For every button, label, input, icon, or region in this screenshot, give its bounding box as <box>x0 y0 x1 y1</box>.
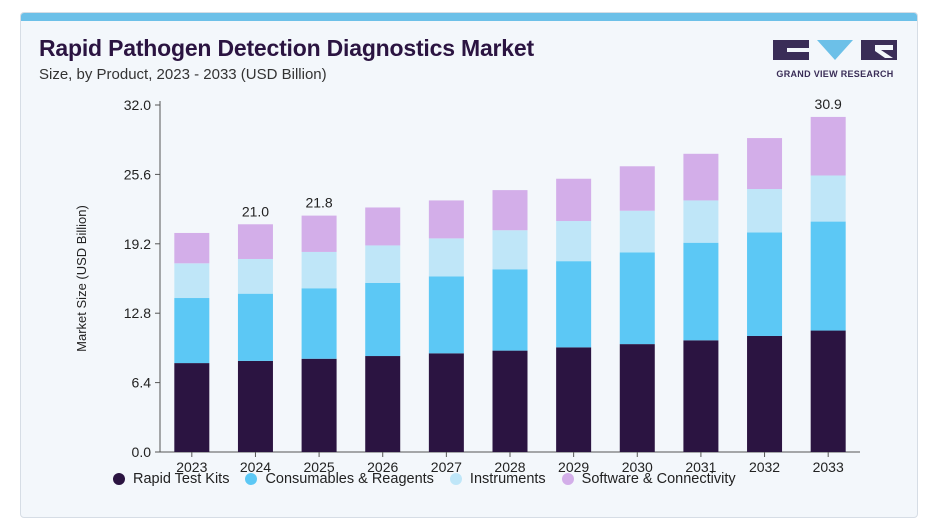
x-tick-label: 2028 <box>494 459 525 475</box>
y-tick-label: 25.6 <box>124 166 151 182</box>
bar-segment <box>301 215 337 252</box>
legend-dot <box>245 473 258 485</box>
x-tick-label: 2026 <box>367 459 398 475</box>
x-tick-label: 2032 <box>749 459 780 475</box>
x-tick-label: 2024 <box>240 459 271 475</box>
bar-segment <box>365 245 401 283</box>
grand-view-research-logo: GRAND VIEW RESEARCH <box>769 37 901 89</box>
chart-subtitle: Size, by Product, 2023 - 2033 (USD Billi… <box>39 66 327 83</box>
legend-label: Rapid Test Kits <box>133 471 230 487</box>
bar-segment <box>365 282 401 357</box>
x-tick-label: 2029 <box>558 459 589 475</box>
bar-segment <box>365 356 401 452</box>
top-accent-bar <box>21 13 917 21</box>
x-tick-label: 2030 <box>622 459 653 475</box>
bar-segment <box>492 350 528 452</box>
legend-dot <box>561 473 574 485</box>
legend-label: Instruments <box>469 471 546 487</box>
legend-item: Software & Connectivity <box>561 471 736 487</box>
bar-segment <box>683 200 719 243</box>
bar-segment <box>619 166 655 211</box>
logo-text: GRAND VIEW RESEARCH <box>776 69 894 79</box>
x-tick-label: 2023 <box>176 459 207 475</box>
bar-segment <box>428 200 464 239</box>
bar-segment <box>683 242 719 341</box>
data-label: 21.0 <box>242 203 269 219</box>
bar-segment <box>556 178 592 222</box>
bar-segment <box>810 221 846 331</box>
bar-segment <box>619 344 655 452</box>
legend-dot <box>449 473 462 485</box>
bar-segment <box>428 353 464 452</box>
bar-segment <box>174 363 210 452</box>
bar-segment <box>556 347 592 452</box>
bar-segment <box>428 276 464 354</box>
bar-segment <box>747 335 783 452</box>
y-tick-label: 0.0 <box>132 444 152 460</box>
legend-item: Rapid Test Kits <box>113 471 229 487</box>
bar-segment <box>683 153 719 201</box>
x-tick-label: 2027 <box>431 459 462 475</box>
chart-title: Rapid Pathogen Detection Diagnostics Mar… <box>39 35 534 61</box>
bar-segment <box>556 261 592 348</box>
legend-item: Instruments <box>449 471 546 487</box>
x-tick-label: 2025 <box>304 459 335 475</box>
y-tick-label: 19.2 <box>124 236 151 252</box>
bar-segment <box>174 298 210 364</box>
y-axis-label: Market Size (USD Billion) <box>74 205 89 352</box>
bar-segment <box>810 116 846 176</box>
bar-segment <box>810 175 846 222</box>
bar-segment <box>747 138 783 190</box>
chart-legend: Rapid Test Kits Consumables & Reagents Ins… <box>113 471 752 487</box>
bar-segment <box>556 221 592 262</box>
bar-segment <box>683 340 719 452</box>
bar-segment <box>301 251 337 289</box>
bar-segment <box>619 210 655 253</box>
y-tick-label: 12.8 <box>124 305 151 321</box>
bar-segment <box>365 207 401 246</box>
bar-segment <box>747 232 783 336</box>
legend-dot <box>113 473 125 485</box>
bar-segment <box>301 288 337 359</box>
data-label: 21.8 <box>305 195 332 211</box>
bar-segment <box>428 238 464 277</box>
legend-label: Software & Connectivity <box>581 471 736 487</box>
y-tick-label: 32.0 <box>124 97 151 113</box>
bar-segment <box>492 190 528 231</box>
bar-segment <box>301 358 337 452</box>
bar-segment <box>237 293 273 361</box>
bar-segment <box>619 252 655 345</box>
bar-segment <box>810 330 846 452</box>
logo-mark-icon <box>773 40 897 60</box>
bar-segment <box>237 360 273 452</box>
x-tick-label: 2031 <box>685 459 716 475</box>
bar-segment <box>747 189 783 233</box>
bar-segment <box>492 269 528 351</box>
bar-segment <box>237 258 273 294</box>
bar-segment <box>174 263 210 299</box>
bar-segment <box>492 230 528 270</box>
legend-item: Consumables & Reagents <box>245 471 434 487</box>
bar-segment <box>237 224 273 259</box>
legend-label: Consumables & Reagents <box>265 471 434 487</box>
data-label: 30.9 <box>815 96 842 112</box>
y-tick-label: 6.4 <box>132 375 152 391</box>
bar-segment <box>174 232 210 264</box>
x-tick-label: 2033 <box>813 459 844 475</box>
